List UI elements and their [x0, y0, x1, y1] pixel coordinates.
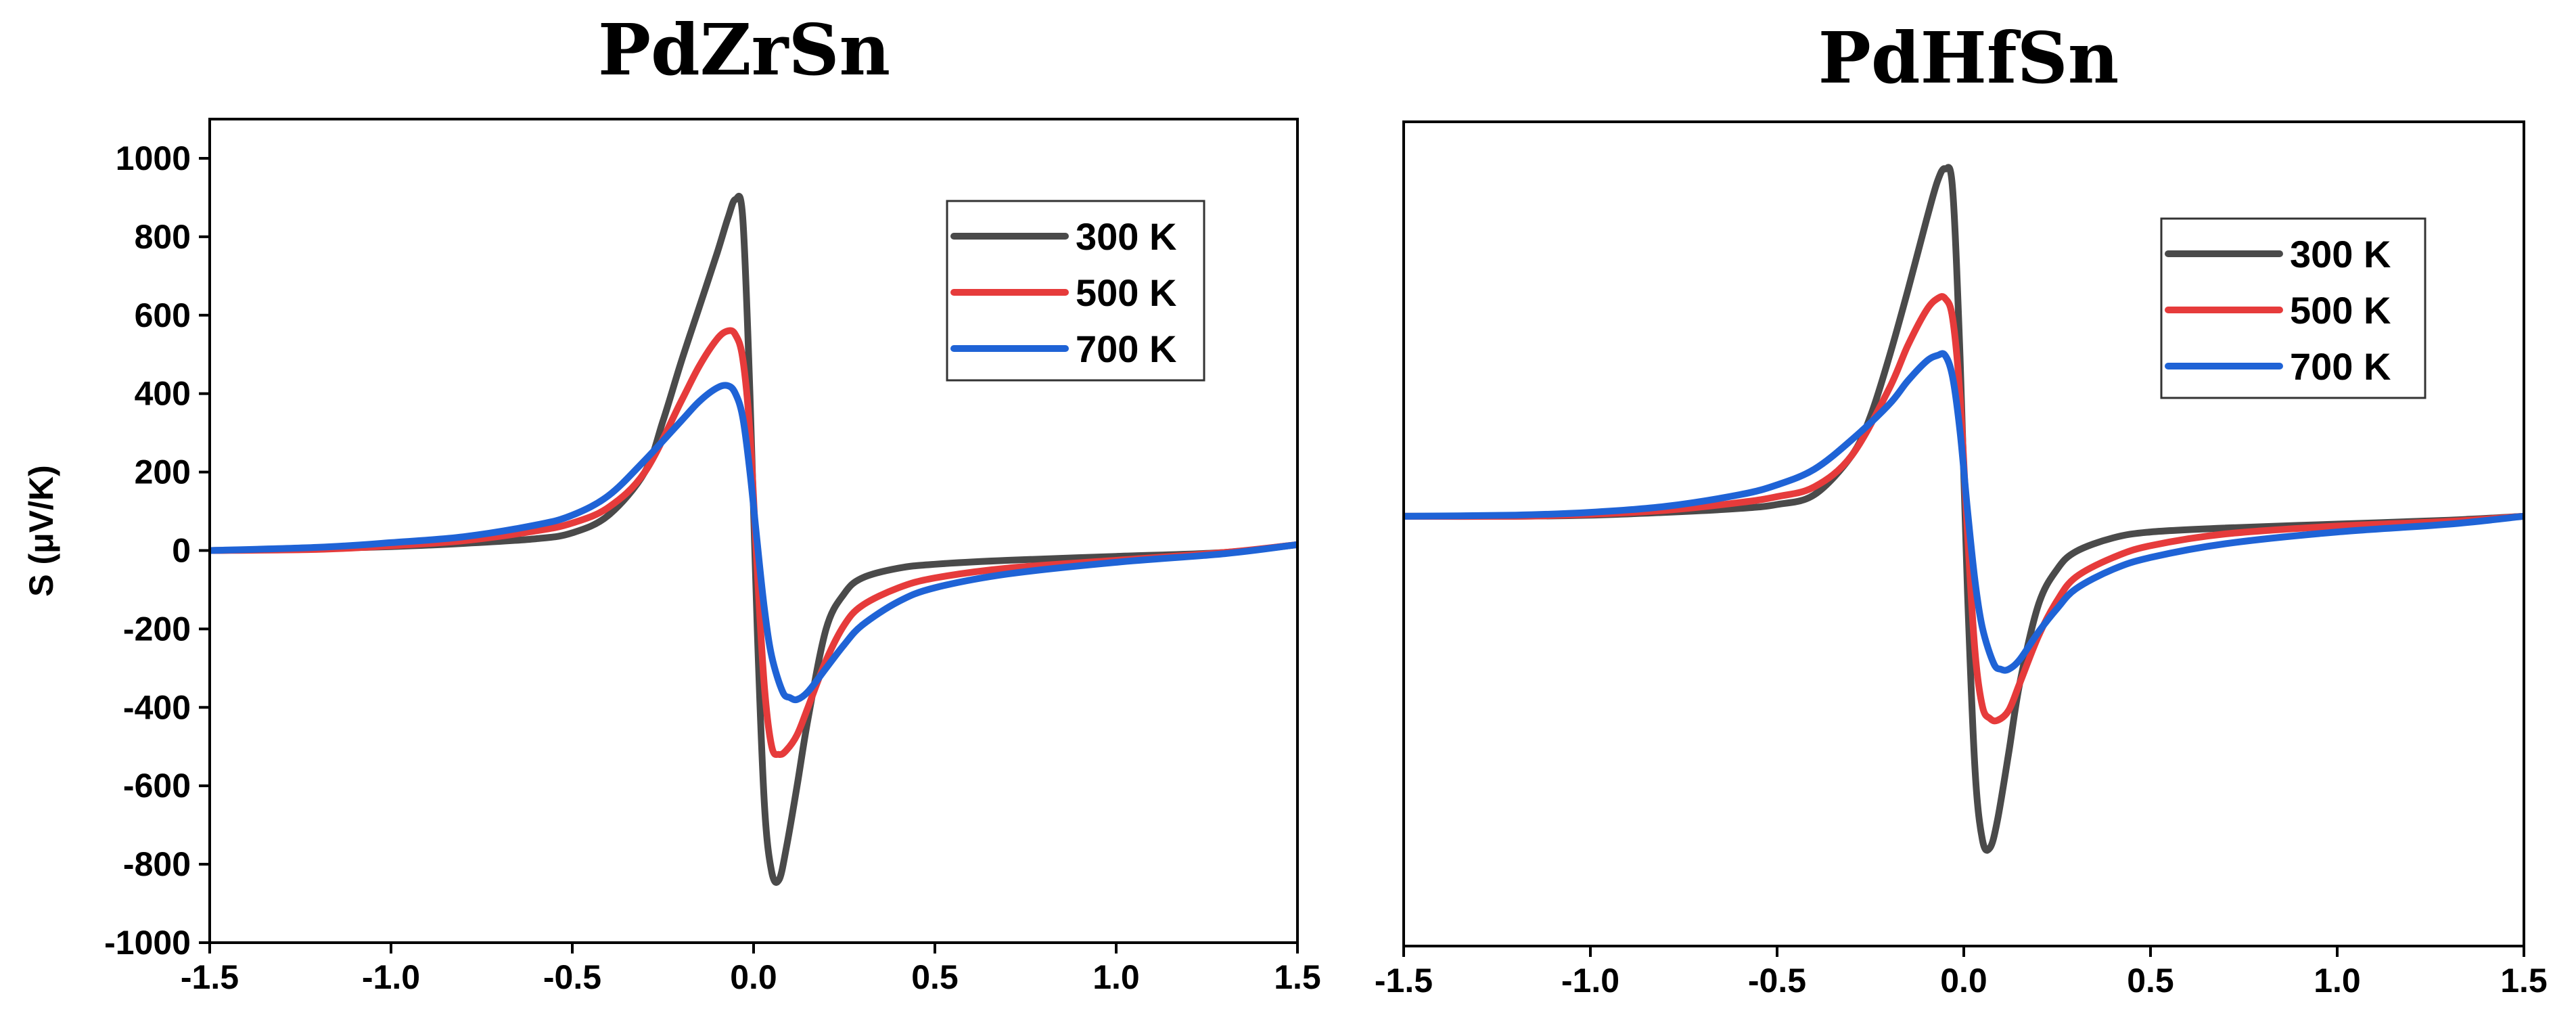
series-line-700k	[1404, 350, 2524, 674]
x-tick-label: 1.0	[2314, 962, 2361, 1000]
legend-label: 700 K	[2290, 345, 2391, 388]
y-tick-label: -1000	[104, 924, 191, 962]
x-tick-label: -1.5	[181, 958, 239, 996]
x-tick-label: 0.5	[911, 958, 959, 996]
legend-label: 300 K	[1076, 215, 1176, 258]
x-tick-label: -0.5	[1748, 962, 1806, 1000]
y-tick-label: -200	[123, 610, 191, 648]
x-tick-label: 1.0	[1092, 958, 1140, 996]
y-tick-label: 1000	[116, 139, 191, 177]
x-tick-label: -0.5	[543, 958, 601, 996]
x-tick-label: 1.5	[1274, 958, 1321, 996]
y-tick-label: 800	[135, 218, 191, 256]
y-tick-label: -400	[123, 688, 191, 726]
y-tick-label: -600	[123, 767, 191, 805]
y-tick-label: 0	[172, 531, 191, 569]
x-tick-label: 0.0	[1940, 962, 1987, 1000]
series-line-700k	[210, 382, 1297, 704]
x-tick-label: -1.0	[362, 958, 420, 996]
y-tick-label: 600	[135, 296, 191, 334]
y-tick-label: 200	[135, 453, 191, 491]
legend-label: 500 K	[1076, 271, 1176, 314]
legend-label: 300 K	[2290, 233, 2391, 275]
chart-pdhfsn: PdHfSn -1.5 -1.0 -0.5 0.0 0.5 1.0 1.5 300 K 500 K…	[1375, 16, 2548, 1000]
x-tick-label: 0.5	[2127, 962, 2174, 1000]
series-group	[1404, 164, 2524, 854]
legend-label: 700 K	[1076, 328, 1176, 370]
chart-title: PdZrSn	[598, 8, 890, 91]
y-tick-label: 400	[135, 375, 191, 413]
chart-pdzrsn: PdZrSn -1.5 -1.0 -0.5 0.0 0.5 1.0 1.5 -1000 -800 -…	[22, 8, 1321, 996]
x-tick-label: 1.5	[2500, 962, 2548, 1000]
series-group	[210, 192, 1297, 887]
x-tick-label: -1.0	[1561, 962, 1619, 1000]
legend-label: 500 K	[2290, 289, 2391, 332]
x-tick-label: 0.0	[730, 958, 777, 996]
y-tick-label: -800	[123, 845, 191, 883]
chart-title: PdHfSn	[1818, 16, 2119, 99]
y-axis-label: S (μV/K)	[22, 465, 60, 596]
x-tick-label: -1.5	[1375, 962, 1433, 1000]
